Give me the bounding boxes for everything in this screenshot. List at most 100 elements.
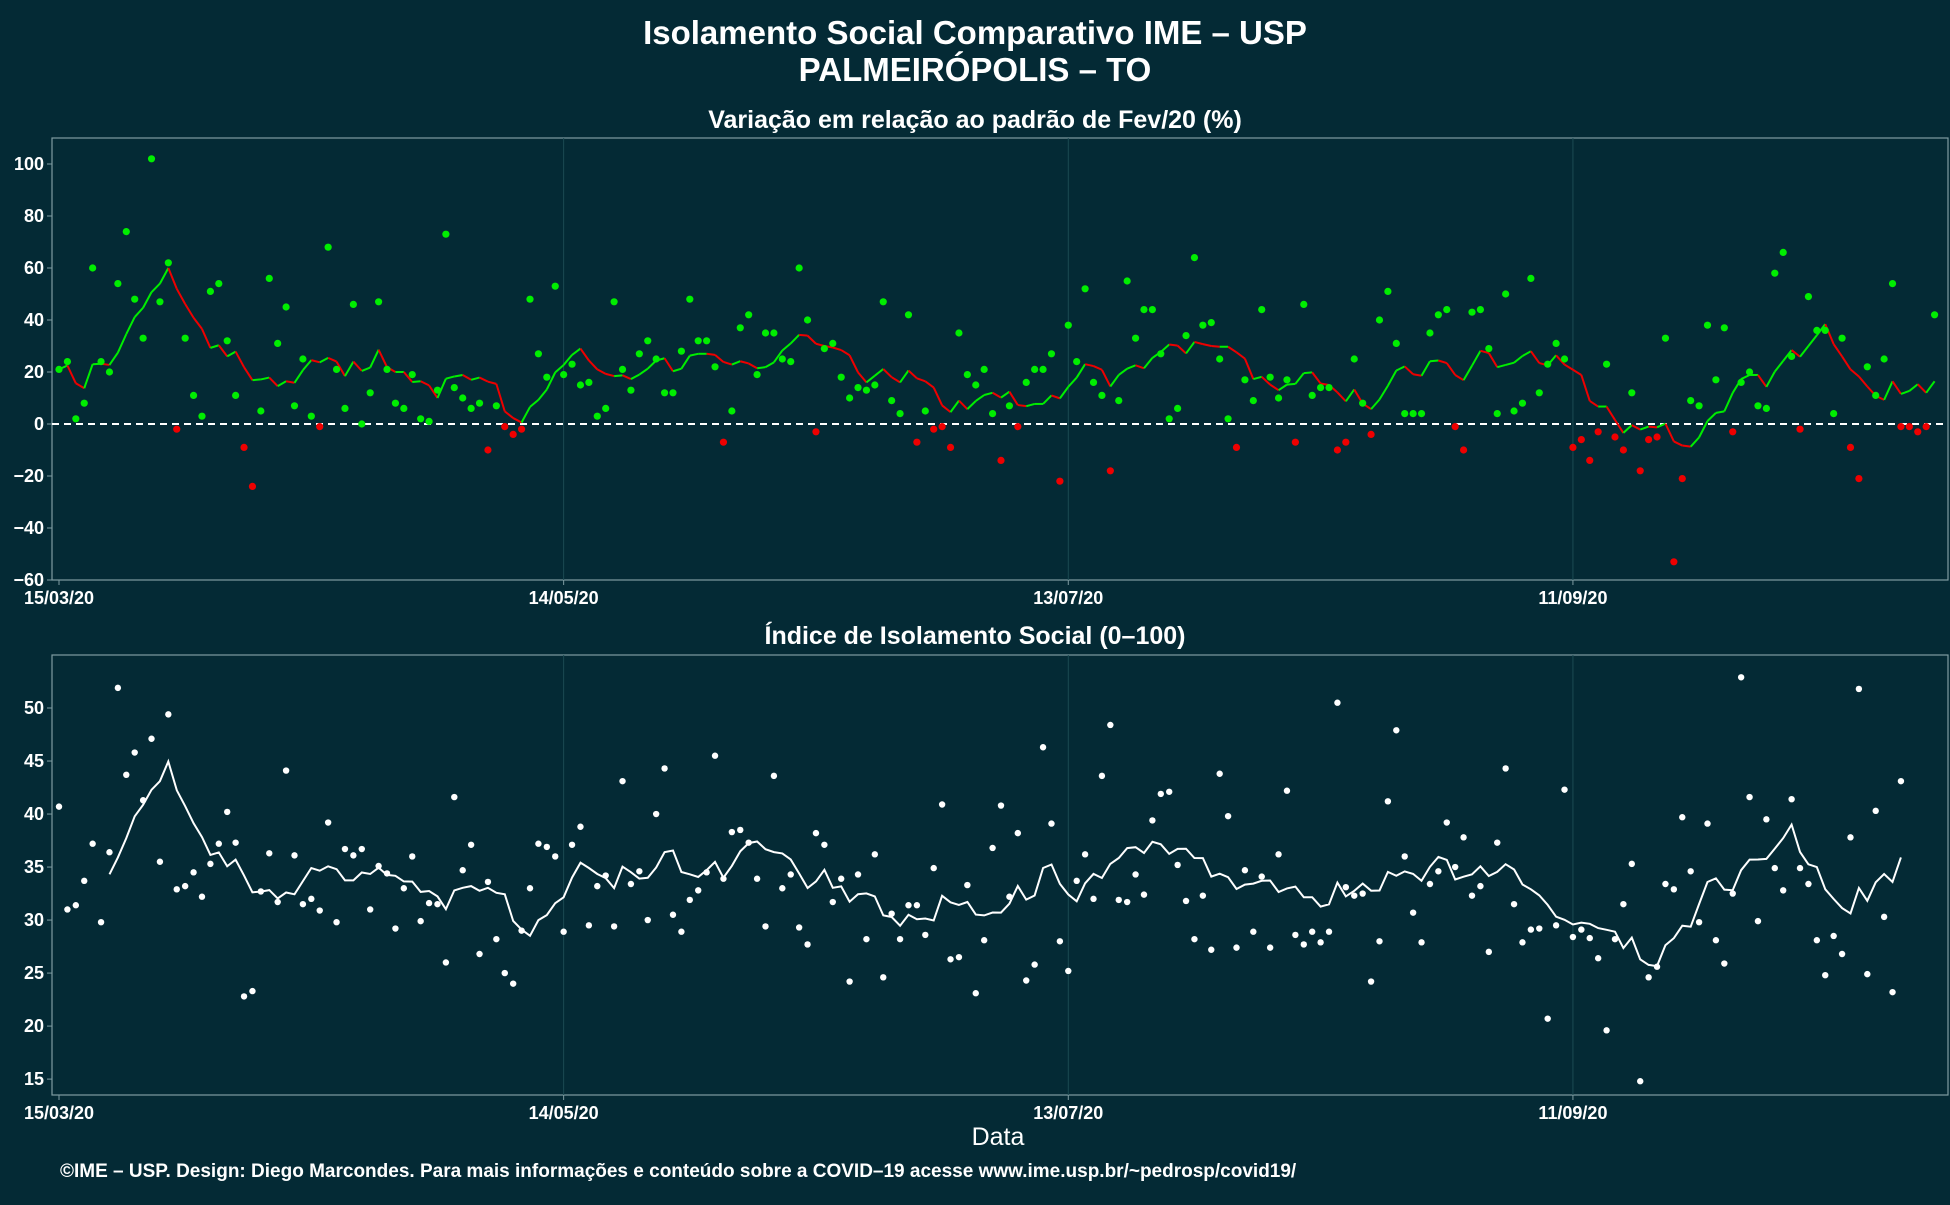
idx-data-point: [1620, 901, 1626, 907]
var-data-point: [493, 402, 500, 409]
var-data-point: [1738, 379, 1745, 386]
idx-data-point: [1191, 936, 1197, 942]
var-moving-average-segment: [1766, 372, 1774, 387]
var-moving-average-segment: [1514, 356, 1522, 363]
var-moving-average-segment: [1581, 375, 1589, 401]
idx-data-point: [451, 794, 457, 800]
idx-data-point: [1662, 881, 1668, 887]
var-moving-average-segment: [1228, 347, 1236, 353]
var-moving-average-segment: [967, 401, 975, 409]
var-data-point: [1687, 397, 1694, 404]
idx-data-point: [560, 929, 566, 935]
idx-data-point: [1301, 941, 1307, 947]
var-x-tick-label: 14/05/20: [529, 588, 599, 608]
var-data-point: [451, 384, 458, 391]
var-moving-average-segment: [76, 383, 84, 388]
var-moving-average-segment: [194, 318, 202, 329]
var-data-point: [1502, 290, 1509, 297]
var-data-point: [249, 483, 256, 490]
idx-data-point: [544, 844, 550, 850]
idx-data-point: [426, 900, 432, 906]
var-moving-average-segment: [1051, 395, 1059, 398]
var-data-point: [1855, 475, 1862, 482]
var-data-point: [367, 389, 374, 396]
idx-data-point: [1057, 938, 1063, 944]
var-data-point: [1250, 397, 1257, 404]
var-moving-average-segment: [311, 360, 319, 362]
chart-title: Isolamento Social Comparativo IME – USP: [643, 14, 1307, 51]
idx-data-point: [586, 922, 592, 928]
var-data-point: [1838, 335, 1845, 342]
var-data-point: [156, 298, 163, 305]
idx-data-point: [1637, 1078, 1643, 1084]
var-data-point: [1367, 431, 1374, 438]
idx-data-point: [140, 797, 146, 803]
idx-x-tick-label: 15/03/20: [24, 1103, 94, 1123]
var-moving-average-segment: [1893, 381, 1901, 394]
idx-data-point: [1065, 968, 1071, 974]
var-data-point: [602, 405, 609, 412]
var-data-point: [1729, 428, 1736, 435]
var-data-point: [1595, 428, 1602, 435]
var-data-point: [762, 329, 769, 336]
idx-data-point: [1898, 778, 1904, 784]
idx-data-point: [1494, 839, 1500, 845]
var-data-point: [1830, 410, 1837, 417]
idx-y-tick-label: 45: [24, 751, 44, 771]
idx-data-point: [813, 830, 819, 836]
var-data-point: [619, 366, 626, 373]
var-moving-average-segment: [1245, 359, 1253, 379]
idx-y-tick-label: 30: [24, 910, 44, 930]
var-data-point: [341, 405, 348, 412]
idx-data-point: [249, 988, 255, 994]
idx-data-point: [1460, 834, 1466, 840]
idx-data-point: [1603, 1027, 1609, 1033]
var-data-point: [939, 423, 946, 430]
var-data-point: [1477, 306, 1484, 313]
idx-data-point: [308, 896, 314, 902]
idx-data-point: [1107, 722, 1113, 728]
idx-data-point: [788, 871, 794, 877]
var-data-point: [1073, 358, 1080, 365]
var-data-point: [1460, 446, 1467, 453]
idx-data-point: [56, 803, 62, 809]
var-data-point: [1611, 433, 1618, 440]
var-data-point: [325, 244, 332, 251]
idx-data-point: [115, 685, 121, 691]
var-data-point: [611, 298, 618, 305]
var-data-point: [257, 407, 264, 414]
var-moving-average-segment: [925, 381, 933, 387]
var-data-point: [274, 340, 281, 347]
var-data-point: [1796, 426, 1803, 433]
var-moving-average-segment: [1691, 437, 1699, 446]
var-data-point: [753, 371, 760, 378]
var-moving-average-segment: [850, 355, 858, 372]
var-data-point: [1267, 374, 1274, 381]
var-moving-average-segment: [858, 372, 866, 382]
idx-data-point: [1317, 939, 1323, 945]
idx-data-point: [1578, 926, 1584, 932]
var-data-point: [1780, 249, 1787, 256]
idx-data-point: [1250, 929, 1256, 935]
var-data-point: [1283, 376, 1290, 383]
idx-data-point: [1174, 862, 1180, 868]
idx-data-point: [392, 925, 398, 931]
var-moving-average-segment: [580, 349, 588, 361]
idx-data-point: [729, 829, 735, 835]
var-data-point: [1906, 423, 1913, 430]
idx-data-point: [241, 993, 247, 999]
var-data-point: [1317, 384, 1324, 391]
var-moving-average-segment: [1724, 393, 1732, 412]
idx-data-point: [1200, 892, 1206, 898]
var-moving-average-segment: [1623, 425, 1631, 433]
idx-data-point: [628, 881, 634, 887]
var-moving-average-segment: [1884, 381, 1892, 400]
var-data-point: [1578, 436, 1585, 443]
var-moving-average-segment: [1144, 358, 1152, 368]
var-moving-average-segment: [1136, 365, 1144, 368]
var-data-point: [1569, 444, 1576, 451]
var-data-point: [1300, 301, 1307, 308]
var-plot-frame: [52, 138, 1948, 580]
